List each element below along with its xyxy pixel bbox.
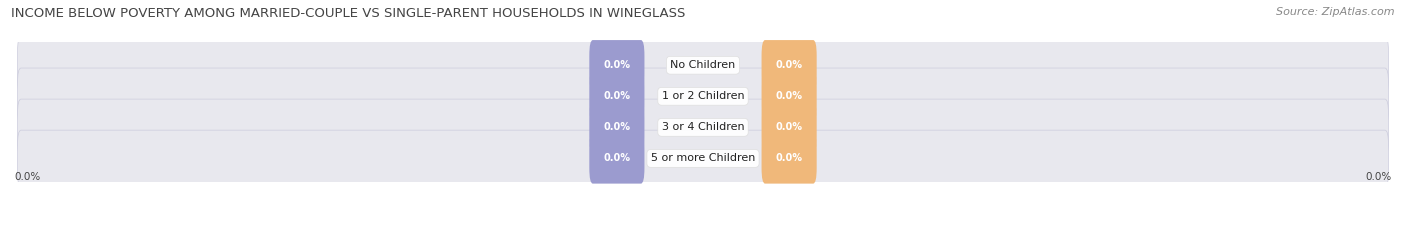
- Text: 0.0%: 0.0%: [603, 91, 630, 101]
- FancyBboxPatch shape: [762, 102, 817, 153]
- Text: INCOME BELOW POVERTY AMONG MARRIED-COUPLE VS SINGLE-PARENT HOUSEHOLDS IN WINEGLA: INCOME BELOW POVERTY AMONG MARRIED-COUPL…: [11, 7, 686, 20]
- FancyBboxPatch shape: [762, 133, 817, 184]
- FancyBboxPatch shape: [762, 71, 817, 121]
- Text: 0.0%: 0.0%: [603, 60, 630, 70]
- Text: 0.0%: 0.0%: [776, 60, 803, 70]
- FancyBboxPatch shape: [17, 37, 1389, 93]
- Text: 3 or 4 Children: 3 or 4 Children: [662, 122, 744, 132]
- Text: 0.0%: 0.0%: [603, 122, 630, 132]
- Text: 0.0%: 0.0%: [776, 122, 803, 132]
- Legend: Married Couples, Single Parents: Married Couples, Single Parents: [586, 230, 820, 233]
- FancyBboxPatch shape: [17, 130, 1389, 187]
- FancyBboxPatch shape: [589, 71, 644, 121]
- FancyBboxPatch shape: [17, 68, 1389, 125]
- Text: No Children: No Children: [671, 60, 735, 70]
- Text: 0.0%: 0.0%: [14, 172, 41, 182]
- Text: Source: ZipAtlas.com: Source: ZipAtlas.com: [1277, 7, 1395, 17]
- FancyBboxPatch shape: [589, 133, 644, 184]
- Text: 1 or 2 Children: 1 or 2 Children: [662, 91, 744, 101]
- Text: 0.0%: 0.0%: [1365, 172, 1392, 182]
- FancyBboxPatch shape: [589, 40, 644, 90]
- Text: 0.0%: 0.0%: [776, 154, 803, 163]
- Text: 0.0%: 0.0%: [603, 154, 630, 163]
- Text: 5 or more Children: 5 or more Children: [651, 154, 755, 163]
- FancyBboxPatch shape: [762, 40, 817, 90]
- Text: 0.0%: 0.0%: [776, 91, 803, 101]
- FancyBboxPatch shape: [17, 99, 1389, 156]
- FancyBboxPatch shape: [589, 102, 644, 153]
